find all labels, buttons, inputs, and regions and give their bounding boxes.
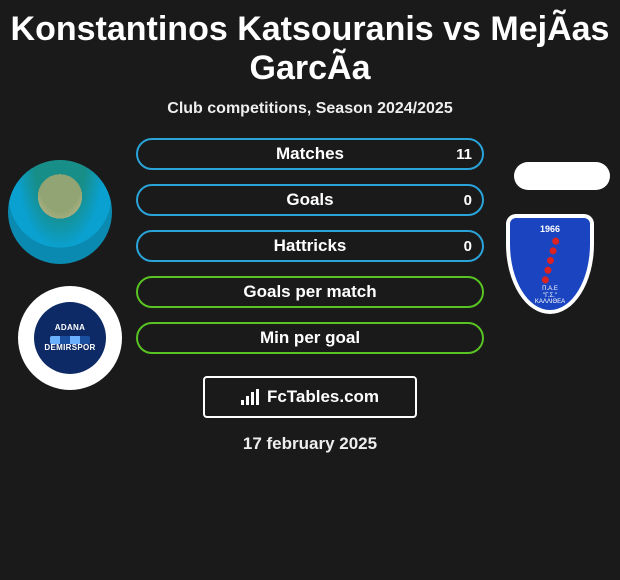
stat-label: Hattricks (274, 236, 347, 256)
stat-row: Goals per match (136, 276, 484, 308)
club-badge-right-shield: 1966 Π.Α.Ε "Γ.Σ." ΚΑΛΛΙΘΕΑ (506, 214, 594, 314)
stat-row: Matches 11 (136, 138, 484, 170)
subtitle: Club competitions, Season 2024/2025 (0, 100, 620, 118)
stat-label: Matches (276, 144, 344, 164)
club-badge-left: ADANA DEMIRSPOR (18, 286, 122, 390)
player-photo-right-placeholder (514, 162, 610, 190)
player-photo-left (8, 160, 112, 264)
stats-list: Matches 11 Goals 0 Hattricks 0 Goals per match… (136, 138, 484, 354)
club-right-line3: ΚΑΛΛΙΘΕΑ (535, 299, 565, 306)
stat-row: Hattricks 0 (136, 230, 484, 262)
page-title: Konstantinos Katsouranis vs MejÃ­as Garc… (0, 0, 620, 92)
club-left-line1: ADANA (55, 324, 85, 333)
stat-value-left: 0 (464, 192, 472, 209)
club-badge-right: 1966 Π.Α.Ε "Γ.Σ." ΚΑΛΛΙΘΕΑ (498, 212, 602, 316)
stat-label: Goals per match (243, 282, 376, 302)
stat-value-left: 11 (456, 146, 472, 163)
club-right-text: Π.Α.Ε "Γ.Σ." ΚΑΛΛΙΘΕΑ (535, 286, 565, 306)
stat-value-left: 0 (464, 238, 472, 255)
stat-label: Goals (286, 190, 333, 210)
bar-chart-icon (241, 389, 261, 405)
club-right-year: 1966 (540, 224, 560, 234)
date-label: 17 february 2025 (0, 434, 620, 454)
stat-label: Min per goal (260, 328, 360, 348)
club-right-line2: "Γ.Σ." (535, 293, 565, 300)
club-right-line1: Π.Α.Ε (535, 286, 565, 293)
shield-stars-icon (541, 237, 560, 284)
comparison-content: ADANA DEMIRSPOR 1966 Π.Α.Ε "Γ.Σ." ΚΑΛΛΙΘ… (0, 138, 620, 454)
brand-text: FcTables.com (267, 387, 379, 407)
brand-badge: FcTables.com (203, 376, 417, 418)
stat-row: Min per goal (136, 322, 484, 354)
stat-row: Goals 0 (136, 184, 484, 216)
club-badge-left-inner: ADANA DEMIRSPOR (34, 302, 106, 374)
club-left-line2: DEMIRSPOR (44, 344, 95, 353)
